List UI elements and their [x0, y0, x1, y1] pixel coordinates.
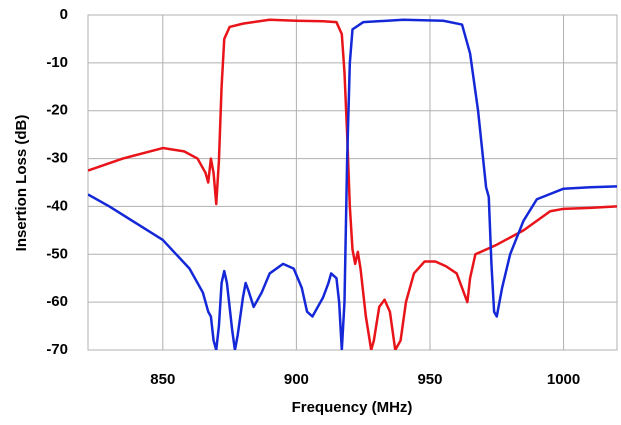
- y-tick-label: -50: [46, 245, 68, 262]
- x-tick-label: 900: [284, 371, 309, 388]
- plot-area: [87, 14, 618, 351]
- y-tick-label: -30: [46, 150, 68, 167]
- x-tick-label: 950: [417, 371, 442, 388]
- y-tick-label: -20: [46, 102, 68, 119]
- y-tick-label: -40: [46, 197, 68, 214]
- x-tick-label: 1000: [547, 371, 580, 388]
- x-tick-label: 850: [150, 371, 175, 388]
- y-tick-label: 0: [60, 6, 68, 23]
- line-series: [88, 18, 617, 350]
- y-tick-label: -70: [46, 341, 68, 358]
- y-tick-label: -60: [46, 293, 68, 310]
- y-tick-label: -10: [46, 54, 68, 71]
- line-series: [88, 18, 617, 350]
- x-axis-label: Frequency (MHz): [292, 399, 413, 416]
- y-axis-label: Insertion Loss (dB): [13, 115, 30, 252]
